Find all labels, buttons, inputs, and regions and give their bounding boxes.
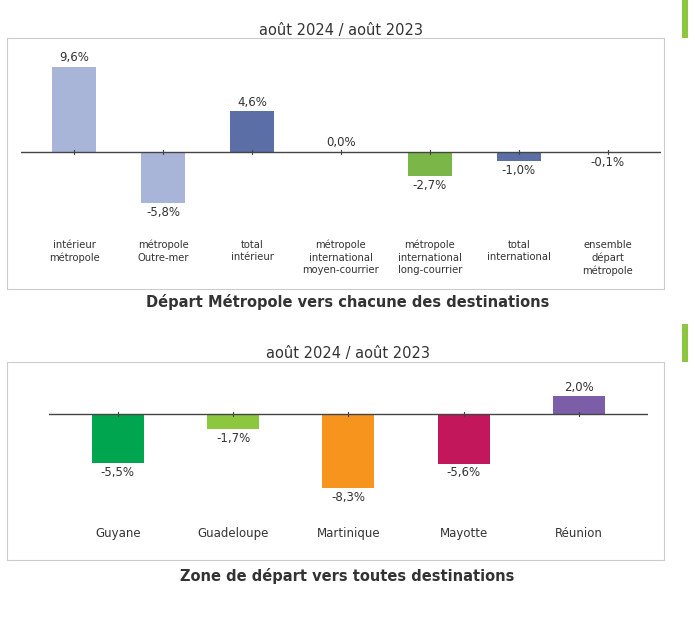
Text: ensemble
départ
métropole: ensemble départ métropole	[582, 240, 633, 276]
Text: Guadeloupe: Guadeloupe	[197, 527, 269, 540]
Text: 9,6%: 9,6%	[59, 51, 89, 64]
Bar	[553, 396, 605, 414]
Bar	[682, 324, 688, 362]
Text: Martinique: Martinique	[316, 527, 380, 540]
Text: -1,7%: -1,7%	[216, 431, 250, 444]
Title: août 2024 / août 2023: août 2024 / août 2023	[259, 22, 423, 38]
Text: ÉVOLUTION: ÉVOLUTION	[15, 10, 122, 28]
Bar	[92, 414, 144, 464]
Text: -0,1%: -0,1%	[591, 155, 625, 168]
Text: 2,0%: 2,0%	[564, 381, 594, 394]
Bar	[682, 0, 688, 38]
Text: métropole
international
long-courrier: métropole international long-courrier	[398, 240, 462, 275]
Bar	[322, 414, 375, 488]
Bar	[497, 152, 541, 161]
Text: 0,0%: 0,0%	[326, 136, 356, 149]
Text: intérieur
métropole: intérieur métropole	[49, 240, 99, 262]
Text: -2,7%: -2,7%	[413, 178, 447, 191]
Text: métropole
Outre-mer: métropole Outre-mer	[138, 240, 189, 262]
Bar	[207, 414, 259, 430]
Bar	[585, 152, 630, 153]
Bar	[408, 152, 452, 176]
Text: -5,8%: -5,8%	[146, 206, 180, 219]
Text: total
international: total international	[487, 240, 550, 262]
Text: ÉVOLUTION: ÉVOLUTION	[15, 334, 122, 352]
Text: -5,6%: -5,6%	[446, 467, 481, 480]
Text: des prix au départ des DOM: des prix au départ des DOM	[111, 334, 349, 352]
Text: Guyane: Guyane	[95, 527, 140, 540]
Title: août 2024 / août 2023: août 2024 / août 2023	[266, 346, 430, 361]
Bar	[230, 111, 275, 152]
Text: -5,5%: -5,5%	[101, 465, 135, 478]
Text: Réunion: Réunion	[555, 527, 603, 540]
Text: -8,3%: -8,3%	[332, 490, 366, 503]
Text: des prix au départ de métropole: des prix au départ de métropole	[111, 10, 385, 28]
Bar	[141, 152, 186, 203]
Text: Départ Métropole vers chacune des destinations: Départ Métropole vers chacune des destin…	[146, 295, 549, 311]
Text: total
intérieur: total intérieur	[231, 240, 274, 262]
Text: métropole
international
moyen-courrier: métropole international moyen-courrier	[302, 240, 379, 275]
Text: 4,6%: 4,6%	[237, 96, 267, 109]
Bar	[52, 67, 97, 152]
Bar	[438, 414, 489, 464]
Text: Mayotte: Mayotte	[439, 527, 488, 540]
Text: -1,0%: -1,0%	[502, 163, 536, 176]
Text: Zone de départ vers toutes destinations: Zone de départ vers toutes destinations	[180, 568, 515, 584]
